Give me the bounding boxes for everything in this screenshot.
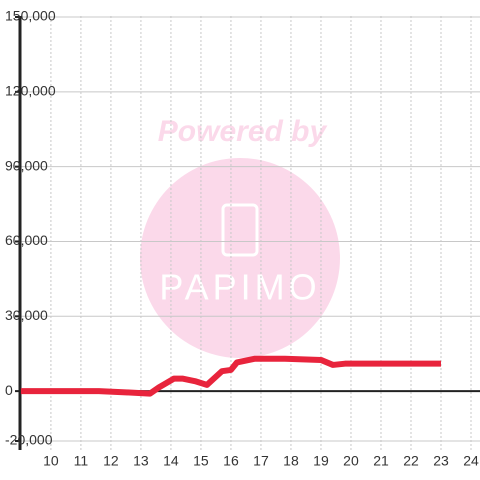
x-tick-label: 23 [433,453,449,469]
watermark-title: Powered by [158,115,328,148]
x-tick-label: 14 [163,453,179,469]
x-tick-label: 17 [253,453,269,469]
x-tick-label: 20 [343,453,359,469]
watermark: Powered by PAPIMO [140,115,340,358]
line-series [20,355,441,397]
y-tick-label: 0 [5,382,13,398]
x-tick-label: 11 [74,453,89,469]
x-tick-label: 18 [283,453,299,469]
y-tick-label: 120,000 [5,83,56,99]
watermark-logo: PAPIMO [159,267,320,308]
watermark-icon [221,203,259,257]
x-tick-label: 24 [463,453,479,469]
y-tick-label: -20,000 [5,432,53,448]
x-tick-label: 22 [403,453,419,469]
y-tick-label: 90,000 [5,157,48,173]
x-tick-label: 12 [103,453,119,469]
labels: -20,000 0 30,000 60,000 90,000 120,000 150,000… [5,8,479,469]
x-tick-label: 10 [43,453,59,469]
y-tick-label: 150,000 [5,8,56,24]
x-tick-label: 19 [313,453,329,469]
x-tick-label: 13 [133,453,149,469]
y-tick-label: 30,000 [5,307,48,323]
x-tick-label: 21 [373,453,389,469]
marks [20,355,441,397]
y-tick-label: 60,000 [5,232,48,248]
x-tick-label: 16 [223,453,239,469]
x-tick-label: 15 [193,453,209,469]
grid [15,15,480,450]
watermark-circle [140,158,340,358]
